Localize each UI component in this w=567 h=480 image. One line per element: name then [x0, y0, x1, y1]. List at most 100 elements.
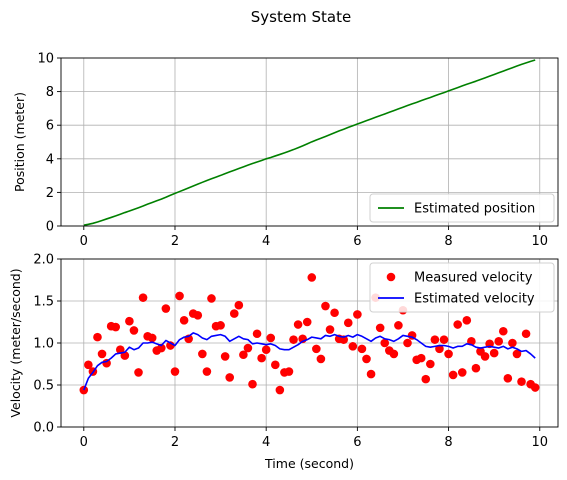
data-point: [316, 354, 326, 364]
data-point: [517, 377, 526, 386]
data-point: [271, 360, 280, 370]
data-point: [362, 354, 371, 364]
legend-label: Estimated velocity: [414, 292, 535, 307]
legend-swatch-marker: [386, 272, 396, 282]
data-point: [348, 342, 358, 351]
data-point: [257, 353, 266, 363]
data-point: [430, 335, 440, 344]
legend: Estimated position: [369, 193, 555, 223]
data-point: [503, 373, 513, 383]
data-point: [421, 374, 431, 384]
data-point: [480, 352, 490, 361]
data-point: [457, 368, 467, 377]
data-point: [198, 349, 207, 359]
y-tick-label: 10: [37, 52, 54, 67]
axes-frame: [60, 258, 559, 428]
data-point: [275, 385, 285, 395]
position-axes: 0 2 4 6 8 10 0 2 4 6 8 10 Position (meter) Estimated …: [12, 52, 559, 249]
data-point: [202, 367, 212, 376]
data-point: [129, 326, 139, 335]
data-point: [225, 373, 235, 382]
velocity-axes: 0 2 4 6 8 10 0.0 0.5 1.0 1.5 2.0 Velocity (meter/se…: [8, 253, 559, 471]
data-point: [357, 344, 367, 354]
y-tick-label: 2.0: [33, 253, 54, 268]
x-tick-label: 10: [531, 435, 548, 450]
data-point: [170, 367, 180, 376]
data-point: [530, 383, 540, 392]
data-point: [239, 350, 248, 360]
data-point: [462, 316, 472, 325]
data-point: [229, 309, 239, 318]
y-tick-label: 0.5: [33, 379, 54, 394]
data-point: [284, 367, 294, 376]
data-point: [380, 338, 390, 348]
data-point: [175, 291, 184, 301]
data-point: [489, 348, 499, 358]
data-point: [416, 353, 426, 363]
data-point: [216, 321, 225, 330]
data-point: [375, 323, 385, 333]
series-line: [83, 59, 536, 226]
legend-box: [369, 193, 555, 223]
y-tick-label: 6: [46, 119, 54, 134]
y-tick-label: 8: [46, 85, 54, 100]
data-point: [134, 368, 143, 377]
data-point: [389, 349, 399, 359]
data-point: [435, 344, 444, 354]
data-point: [494, 337, 504, 346]
y-tick-label: 0: [46, 220, 54, 235]
data-point: [343, 318, 353, 328]
x-tick-label: 6: [353, 435, 361, 450]
y-tick-label: 2: [46, 186, 54, 201]
x-tick-label: 10: [531, 234, 548, 249]
y-tick-label: 1.0: [33, 337, 54, 352]
y-tick-label: 4: [46, 152, 54, 167]
data-point: [147, 333, 157, 343]
data-point: [444, 349, 453, 359]
data-point: [84, 360, 93, 370]
data-point: [467, 337, 476, 346]
x-axis-label: Time (second): [264, 456, 354, 471]
data-point: [471, 363, 481, 373]
x-tick-label: 4: [262, 234, 270, 249]
data-point: [111, 322, 121, 332]
data-point: [79, 385, 89, 395]
y-tick-label: 0.0: [33, 421, 54, 436]
data-point: [403, 338, 412, 348]
data-point: [102, 358, 111, 368]
data-point: [138, 293, 148, 302]
data-point: [248, 379, 257, 389]
legend-label: Measured velocity: [414, 271, 533, 286]
data-point: [448, 370, 458, 380]
y-axis-label: Position (meter): [12, 92, 27, 192]
x-tick-label: 8: [444, 234, 452, 249]
data-point: [330, 308, 339, 318]
data-point: [261, 345, 271, 355]
data-point: [312, 344, 321, 354]
data-point: [220, 352, 230, 361]
data-point: [325, 325, 335, 334]
data-point: [521, 329, 531, 339]
data-point: [353, 310, 362, 319]
data-point: [302, 317, 312, 327]
legend: Measured velocity Estimated velocity: [369, 262, 555, 313]
data-point: [179, 316, 189, 325]
x-tick-label: 6: [353, 234, 361, 249]
data-point: [512, 349, 522, 359]
data-point: [193, 310, 203, 320]
data-point: [394, 321, 403, 330]
data-point: [161, 304, 171, 313]
y-axis-label: Velocity (meter/second): [8, 268, 23, 417]
legend-box: [369, 262, 555, 313]
data-point: [426, 359, 435, 369]
axes-frame: [60, 57, 559, 227]
data-point: [125, 316, 134, 326]
data-point: [157, 343, 166, 353]
data-point: [453, 320, 462, 329]
x-tick-label: 8: [444, 435, 452, 450]
legend-label: Estimated position: [414, 202, 535, 217]
data-point: [321, 301, 330, 311]
data-point: [97, 349, 107, 359]
data-point: [498, 326, 508, 336]
data-point: [439, 335, 449, 344]
